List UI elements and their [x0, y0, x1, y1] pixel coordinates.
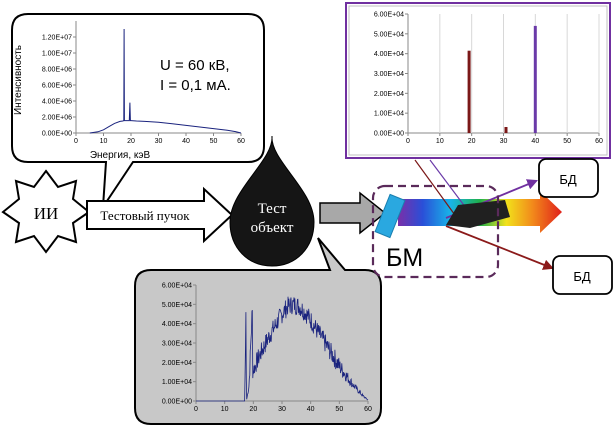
y-tick-label: 1.00E+04: [374, 111, 404, 118]
x-tick-label: 10: [436, 138, 444, 145]
y-tick-label: 1.00E+04: [162, 379, 192, 386]
x-tick-label: 60: [237, 138, 245, 145]
y-tick-label: 3.00E+04: [374, 71, 404, 78]
y-tick-label: 0.00E+00: [42, 130, 72, 137]
x-tick-label: 60: [595, 138, 603, 145]
beam-label: Тестовый пучок: [100, 208, 190, 223]
y-tick-label: 2.00E+04: [162, 360, 192, 367]
ray-to-lower-detector: [445, 225, 555, 270]
transmitted-spectrum-callout: [134, 237, 382, 425]
x-tick-label: 20: [127, 138, 135, 145]
x-tick-label: 20: [468, 138, 476, 145]
y-tick-label: 4.00E+06: [42, 98, 72, 105]
detector-lower-label: БД: [573, 269, 591, 284]
y-tick-label: 0.00E+00: [162, 398, 192, 405]
voltage-label: U = 60 кВ,: [160, 57, 230, 74]
diffracted-rays: [414, 159, 555, 270]
y-tick-label: 8.00E+06: [42, 66, 72, 73]
y-tick-label: 3.00E+04: [162, 340, 192, 347]
test-object-drop: Тест объект: [229, 135, 315, 267]
x-tick-label: 10: [100, 138, 108, 145]
x-tick-label: 30: [500, 138, 508, 145]
absorption-wedge: [446, 200, 510, 228]
current-label: I = 0,1 мА.: [160, 77, 231, 94]
source-star: ИИ: [1, 169, 91, 254]
y-tick-label: 4.00E+04: [162, 321, 192, 328]
ray-to-lower-bar: [414, 159, 461, 223]
y-tick-label: 2.00E+04: [374, 91, 404, 98]
spectrum-line: [196, 296, 369, 402]
y-axis-title: Интенсивность: [13, 45, 24, 115]
detector-lower: БД: [552, 255, 613, 295]
y-tick-label: 1.00E+07: [42, 50, 72, 57]
x-axis-title: Энергия, кэВ: [90, 150, 151, 161]
filtered-spectrum-callout: [345, 2, 611, 159]
x-tick-label: 30: [155, 138, 163, 145]
spectrum-line: [89, 28, 242, 134]
x-tick-label: 30: [278, 406, 286, 413]
bar: [533, 25, 537, 133]
x-tick-label: 0: [74, 138, 78, 145]
x-tick-label: 60: [364, 406, 372, 413]
monochromator-label: БМ: [386, 244, 423, 272]
x-tick-label: 40: [531, 138, 539, 145]
x-tick-label: 50: [210, 138, 218, 145]
bar: [467, 50, 471, 134]
monochromator-box: БМ: [371, 184, 500, 279]
y-tick-label: 6.00E+04: [162, 282, 192, 289]
x-tick-label: 10: [221, 406, 229, 413]
source-label: ИИ: [34, 204, 59, 223]
y-tick-label: 6.00E+06: [42, 82, 72, 89]
y-tick-label: 5.00E+04: [162, 302, 192, 309]
y-tick-label: 4.00E+04: [374, 51, 404, 58]
source-spectrum-chart: 0 10 20 30 40 50 60 0.00E+00 2.00E+06 4.00E+06 6.0…: [13, 21, 245, 161]
filtered-bars-chart: 0 10 20 30 40 50 60 0.00E+00 1.00E+04 2.00E+04 3.0…: [374, 11, 603, 145]
object-label-line2: объект: [251, 220, 294, 236]
y-tick-label: 1.20E+07: [42, 34, 72, 41]
x-tick-label: 40: [307, 406, 315, 413]
detector-upper-label: БД: [559, 172, 577, 187]
y-tick-label: 6.00E+04: [374, 11, 404, 18]
test-beam-arrow: Тестовый пучок: [86, 186, 234, 244]
x-tick-label: 50: [335, 406, 343, 413]
y-tick-label: 0.00E+00: [374, 130, 404, 137]
x-tick-label: 20: [249, 406, 257, 413]
detector-upper: БД: [538, 158, 599, 198]
bar: [504, 127, 508, 133]
y-tick-label: 5.00E+04: [374, 31, 404, 38]
x-tick-label: 50: [563, 138, 571, 145]
y-tick-label: 2.00E+06: [42, 114, 72, 121]
x-tick-label: 40: [182, 138, 190, 145]
transmitted-spectrum-chart: 0 10 20 30 40 50 60 0.00E+00 1.00E+04 2.00E+04 3.0…: [162, 282, 372, 413]
object-label-line1: Тест: [258, 201, 287, 217]
x-tick-label: 0: [194, 406, 198, 413]
x-tick-label: 0: [406, 138, 410, 145]
transmitted-beam-arrow: [319, 191, 387, 235]
source-spectrum-callout: [11, 13, 265, 211]
crystal-icon: [374, 193, 406, 239]
